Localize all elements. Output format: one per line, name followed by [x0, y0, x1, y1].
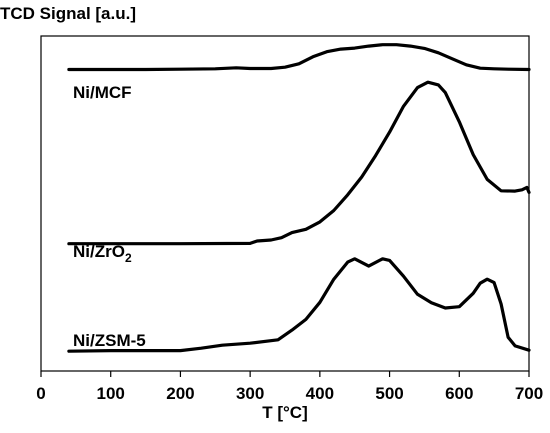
series-label-text: Ni/ZSM-5: [73, 331, 146, 350]
series-line-2: [67, 80, 531, 246]
series-label-text: Ni/ZrO: [73, 242, 125, 261]
series-label-subscript: 2: [125, 251, 132, 265]
series-labels: Ni/MCF Ni/ZrO2 Ni/ZSM-5: [73, 83, 146, 350]
plot-frame: [40, 35, 530, 372]
x-tick-label: 400: [306, 384, 334, 403]
y-axis-title: TCD Signal [a.u.]: [0, 4, 136, 23]
x-axis-title: T [°C]: [262, 403, 308, 422]
x-tick-label: 100: [97, 384, 125, 403]
series-label-1: Ni/MCF: [73, 83, 132, 102]
series-label-3: Ni/ZSM-5: [73, 331, 146, 350]
x-tick-label: 200: [166, 384, 194, 403]
series-line-1: [67, 43, 531, 72]
x-tick-label: 600: [445, 384, 473, 403]
x-tick-label: 0: [36, 384, 45, 403]
x-axis-ticks: 0 100 200 300 400 500 600 700: [36, 371, 543, 403]
series-layer: [67, 43, 531, 353]
series-label-2: Ni/ZrO2: [73, 242, 132, 265]
x-tick-label: 500: [375, 384, 403, 403]
x-tick-label: 300: [236, 384, 264, 403]
x-tick-label: 700: [515, 384, 543, 403]
series-label-text: Ni/MCF: [73, 83, 132, 102]
series-line-3: [67, 257, 531, 353]
